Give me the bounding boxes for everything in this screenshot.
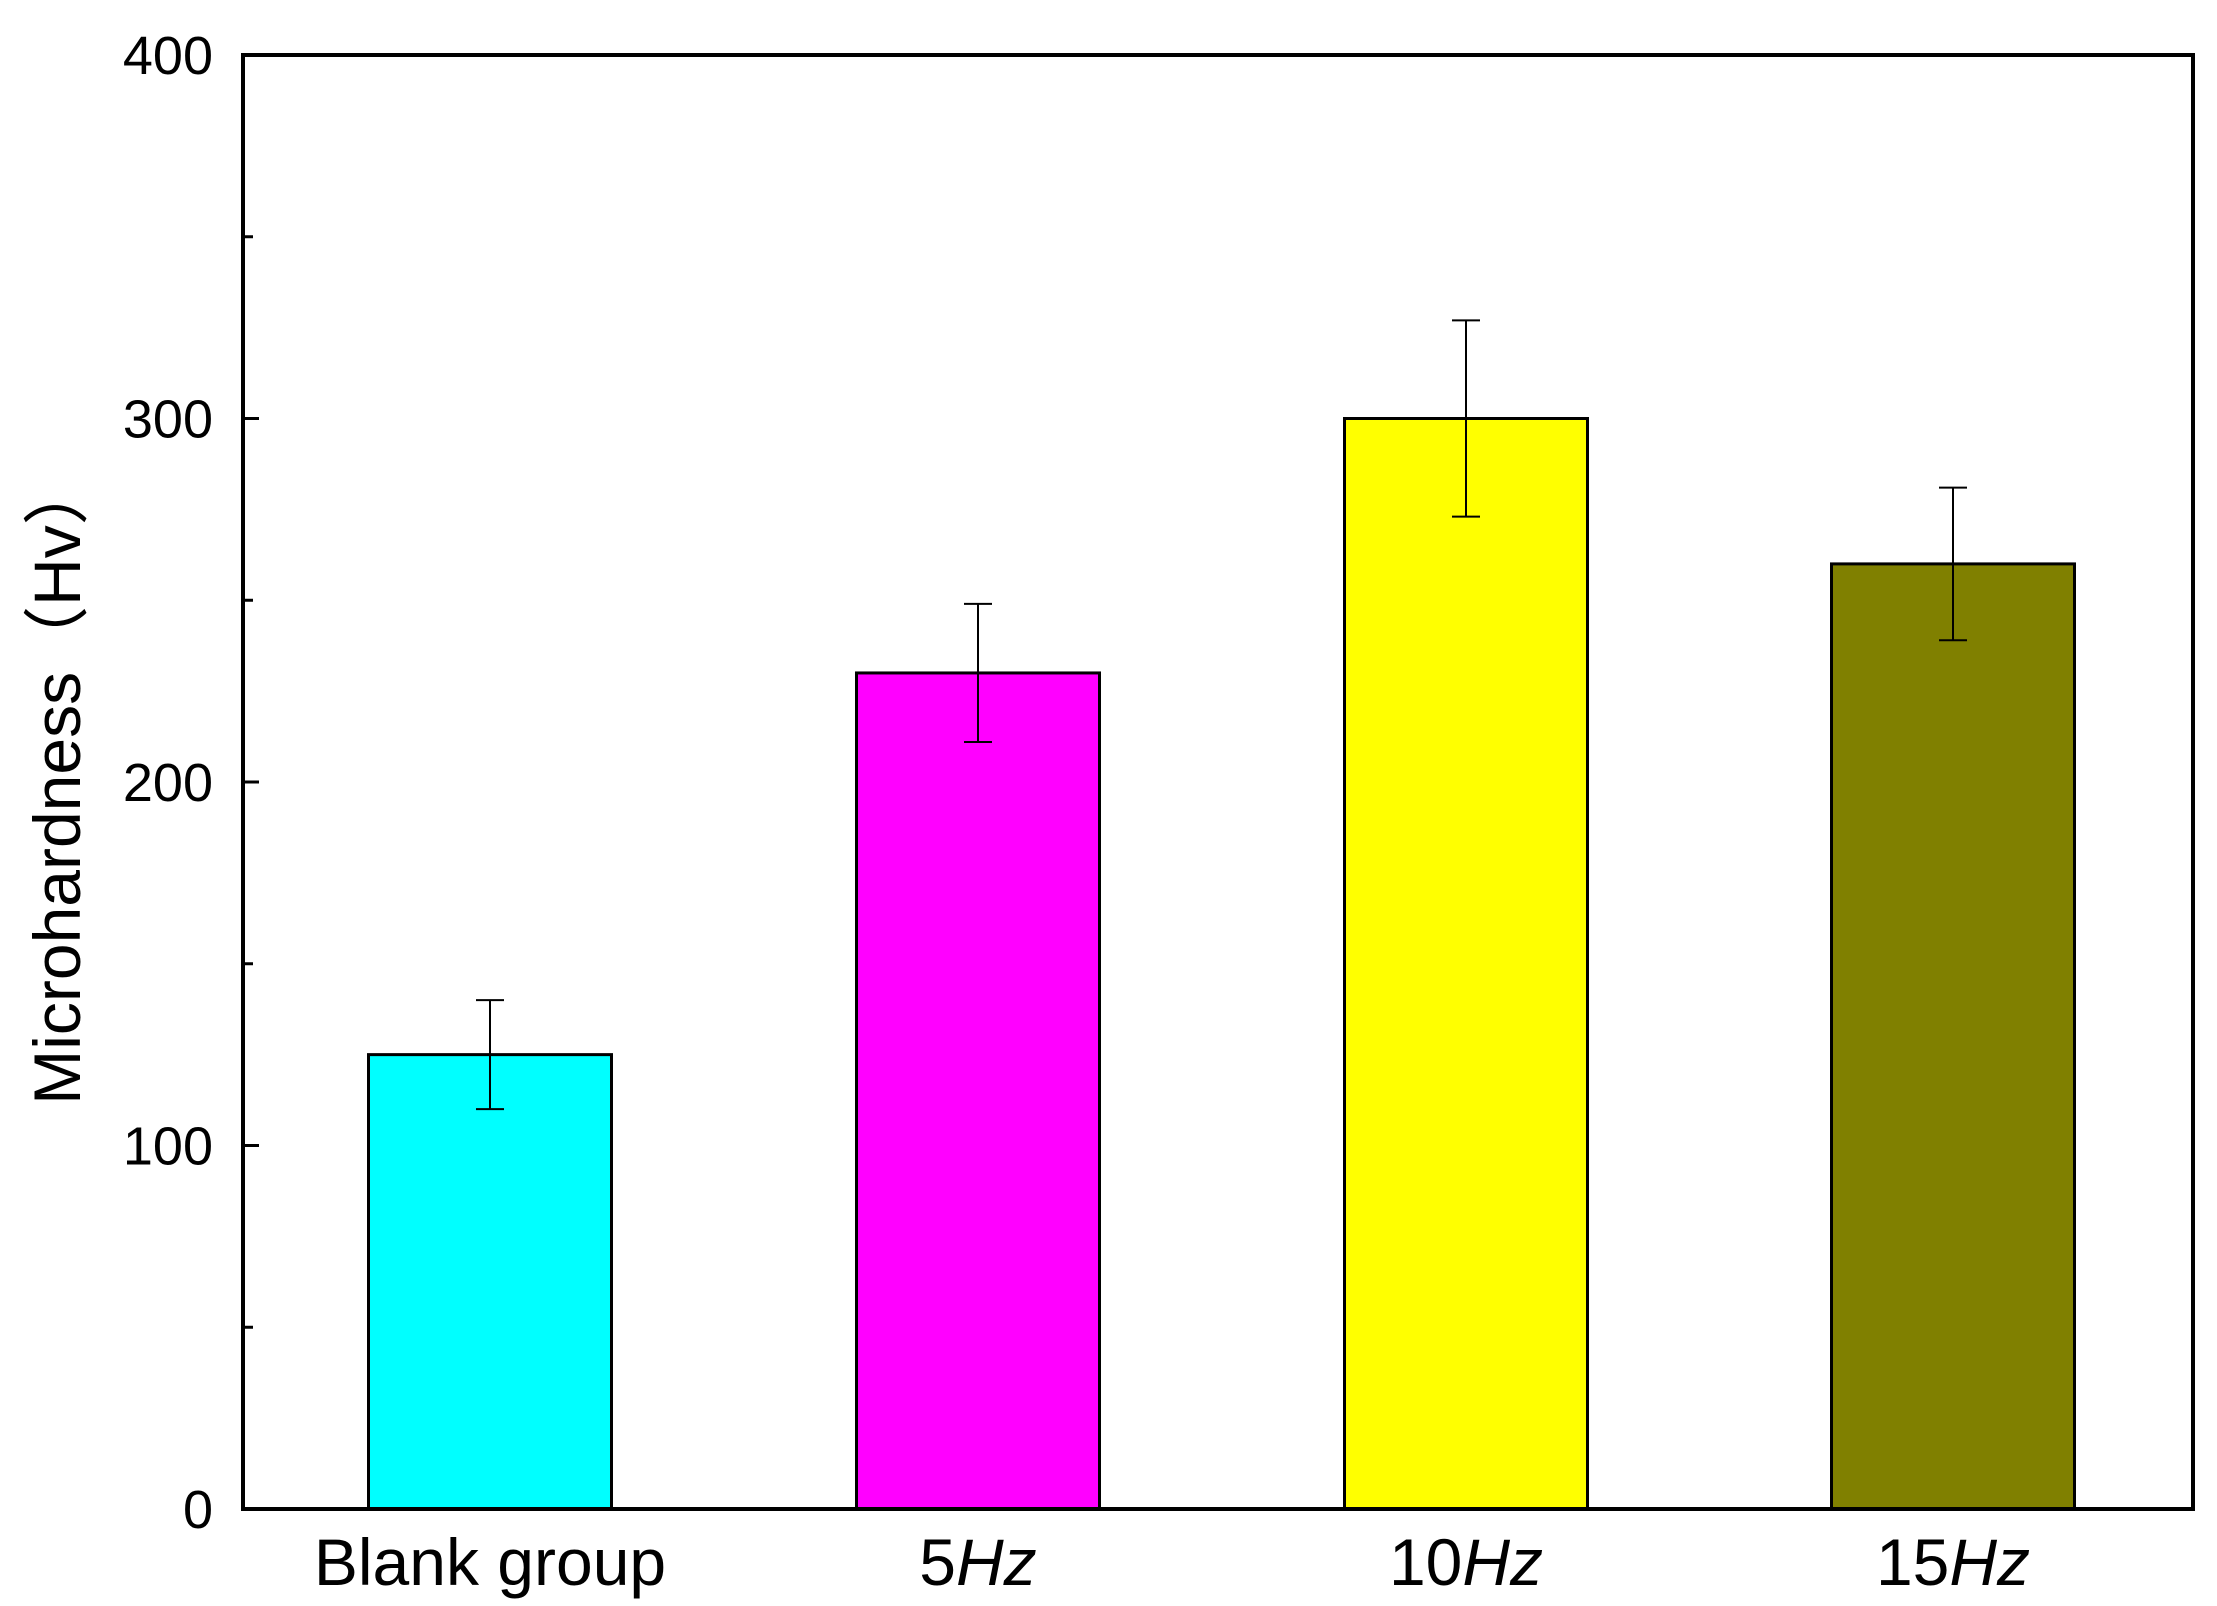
x-tick-label: 15Hz (1876, 1525, 2030, 1599)
x-tick-labels-layer: Blank group 5Hz 10Hz 15Hz (314, 1525, 2030, 1599)
x-tick-label: 5Hz (919, 1525, 1036, 1599)
bar (1830, 562, 2076, 1511)
bar (855, 671, 1101, 1511)
y-tick-label: 100 (123, 1117, 213, 1177)
error-bars-layer (476, 319, 1967, 1111)
y-tick-label: 300 (123, 390, 213, 450)
bars-layer (367, 417, 2076, 1511)
y-tick-label: 200 (123, 753, 213, 813)
y-axis-title: Microhardness（Hv） (20, 459, 94, 1105)
y-tick-label: 0 (183, 1480, 213, 1540)
y-ticks-layer: 0 100 200 300 400 (123, 26, 259, 1540)
x-tick-label: Blank group (314, 1525, 666, 1599)
y-tick-label: 400 (123, 26, 213, 86)
bar (1343, 417, 1589, 1511)
x-tick-label: 10Hz (1389, 1525, 1543, 1599)
bar (367, 1053, 613, 1511)
